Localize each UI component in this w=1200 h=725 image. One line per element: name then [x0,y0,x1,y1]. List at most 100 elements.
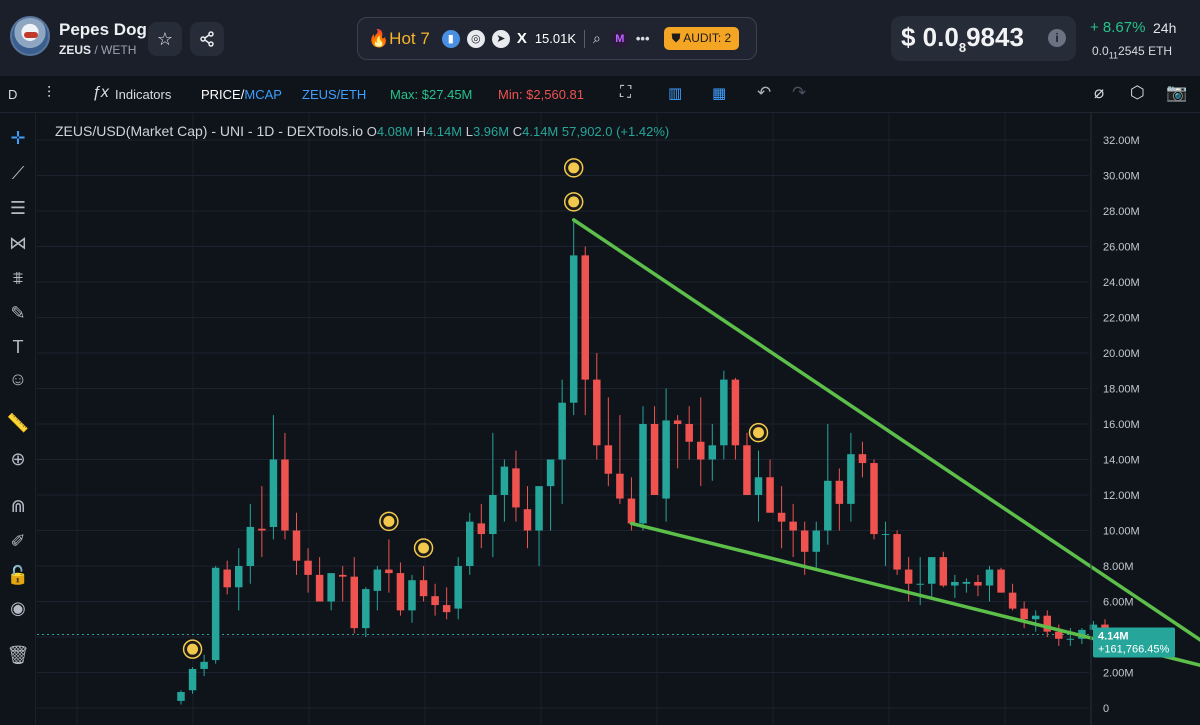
settings-icon[interactable]: ⬡ [1130,83,1145,102]
pattern-icon[interactable]: ⋈ [9,233,27,253]
lock-icon[interactable]: 🔓 [6,565,30,585]
bars-icon[interactable]: ▥ [668,85,683,102]
token-symbol: ZEUS [59,43,92,57]
candle-body [177,692,185,701]
candle-body [535,486,543,531]
candle-body [881,534,890,536]
candle-body [951,581,959,586]
candle-body [847,454,855,504]
trades-icon[interactable]: ▦ [712,85,727,102]
candle-body [824,480,832,531]
candle-body [650,424,659,495]
interval-selector[interactable]: D [8,87,18,102]
trash-icon[interactable]: 🗑 [6,645,30,665]
chart-legend: ZEUS/USD(Market Cap) - UNI - 1D - DEXToo… [55,123,669,139]
candle-body [235,566,243,588]
website-icon[interactable]: ◎ [466,29,485,48]
candle-body [327,573,335,602]
token-pair: ZEUS / WETH [59,43,136,57]
candle-body [974,581,982,586]
eye-icon[interactable]: ◉ [10,598,26,618]
candle-body [812,530,820,552]
y-tick-label: 0 [1103,703,1109,715]
y-tick-label: 28.00M [1103,206,1140,218]
info-icon[interactable]: i [1048,29,1066,47]
hot-rank[interactable]: 🔥Hot 7 [368,29,430,49]
candle-body [685,424,693,442]
candle-body [870,463,878,535]
crosshair-icon[interactable]: ✛ [10,128,26,148]
legend-h-key: H [416,124,426,139]
hot-label: Hot 7 [389,28,430,48]
search-icon[interactable]: ⌕ [593,30,601,46]
emoji-icon[interactable]: ☺ [8,369,28,389]
lock-drawing-icon[interactable]: ✐ [10,531,26,551]
candle-body [743,445,751,495]
legend-title: ZEUS/USD(Market Cap) - UNI - 1D - DEXToo… [55,123,364,139]
price-chart[interactable]: 02.00M4.00M6.00M8.00M10.00M12.00M14.00M1… [37,113,1200,725]
y-tick-label: 22.00M [1103,313,1140,325]
token-header: Pepes Dog ZEUS / WETH ☆ 🔥Hot 7 ▮ ◎ ➤ X 1… [0,0,1200,76]
candle-body [789,521,797,531]
replay-icon[interactable]: ⌀ [1094,83,1105,102]
candle-body [419,580,428,597]
candle-body [662,420,670,499]
candle-body [373,569,382,591]
marker-icon-inner [568,162,580,174]
indicators-button[interactable]: Indicators [115,87,172,102]
y-tick-label: 24.00M [1103,277,1140,289]
brush-icon[interactable]: ✎ [10,303,26,323]
audit-badge[interactable]: ⛊ AUDIT: 2 [663,27,740,50]
candle-body [350,576,358,629]
candle-body [708,445,717,460]
undo-icon[interactable]: ↶ [757,83,772,102]
y-tick-label: 14.00M [1103,455,1140,467]
camera-icon[interactable]: 📷 [1166,83,1188,102]
candle-body [639,424,647,524]
legend-low: 3.96M [472,124,510,139]
candle-body [1020,608,1028,620]
trendline [571,218,1200,642]
marker-icon-inner [383,515,395,527]
favorite-button[interactable]: ☆ [148,22,182,56]
pair-separator: / [91,43,102,57]
candle-body [904,569,913,584]
candle-body [616,473,624,499]
candle-type-icon[interactable]: ⫶ [47,85,52,102]
magnet-icon[interactable]: ⋒ [10,496,26,516]
price-mcap-toggle[interactable]: PRICE/MCAP [201,87,282,102]
share-button[interactable] [190,22,224,56]
candle-body [258,528,266,531]
legend-change: 57,902.0 (+1.42%) [561,124,670,139]
candle-body [315,574,324,602]
candle-body [766,477,774,513]
trendline-icon[interactable]: ⟋ [11,163,25,183]
social-bar: 🔥Hot 7 ▮ ◎ ➤ X 15.01K ⌕ M ••• ⛊ AUDIT: 2 [357,17,757,60]
candle-body [893,534,901,570]
marker-icon-inner [753,427,764,439]
candle-body [569,255,578,403]
zoom-icon[interactable]: ⊕ [10,449,26,469]
candle-body [916,583,924,585]
price-change: + 8.67% [1090,19,1146,36]
more-icon[interactable]: ••• [635,31,650,46]
fx-icon[interactable]: ƒx [92,84,109,101]
text-icon[interactable]: T [12,337,24,357]
fullscreen-icon[interactable]: ⛶ [620,84,632,101]
price-prefix: $ 0.0 [901,21,959,52]
horizontal-lines-icon[interactable]: ☰ [9,198,27,218]
divider [584,29,586,48]
pair-toggle[interactable]: ZEUS/ETH [302,87,367,102]
fib-icon[interactable]: ⩨ [12,268,24,288]
telegram-icon[interactable]: ➤ [491,29,510,48]
last-price-label: 4.14M [1098,631,1129,643]
redo-icon[interactable]: ↷ [792,83,807,102]
x-icon[interactable]: X [516,30,527,47]
mcap-option: MCAP [244,87,282,102]
ruler-icon[interactable]: 📏 [6,413,30,433]
tool-icon[interactable]: M [610,29,629,48]
chart-icon[interactable]: ▮ [441,29,460,48]
candle-body [1066,638,1075,640]
star-icon: ☆ [156,28,174,49]
token-quote: WETH [101,43,137,57]
